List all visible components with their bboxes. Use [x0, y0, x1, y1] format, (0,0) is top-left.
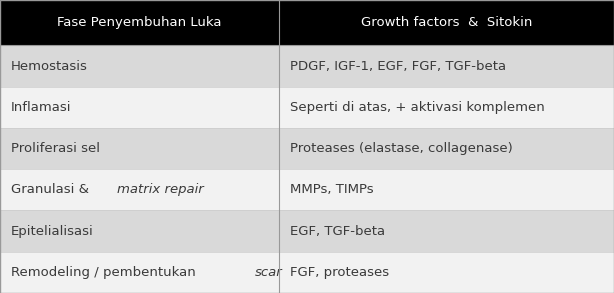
Text: FGF, proteases: FGF, proteases — [290, 266, 389, 279]
Bar — [279, 169, 614, 210]
Bar — [0, 87, 279, 128]
Text: Granulasi &: Granulasi & — [11, 183, 93, 196]
Bar — [279, 0, 614, 45]
Text: Fase Penyembuhan Luka: Fase Penyembuhan Luka — [58, 16, 222, 29]
Text: EGF, TGF-beta: EGF, TGF-beta — [290, 225, 386, 238]
Bar — [279, 210, 614, 252]
Text: matrix repair: matrix repair — [117, 183, 204, 196]
Bar — [0, 169, 279, 210]
Text: Inflamasi: Inflamasi — [11, 101, 72, 114]
Bar — [0, 252, 279, 293]
Bar — [0, 0, 279, 45]
Bar — [279, 252, 614, 293]
Text: Growth factors  &  Sitokin: Growth factors & Sitokin — [361, 16, 532, 29]
Text: scar: scar — [255, 266, 282, 279]
Text: PDGF, IGF-1, EGF, FGF, TGF-beta: PDGF, IGF-1, EGF, FGF, TGF-beta — [290, 59, 507, 73]
Bar — [0, 210, 279, 252]
Text: Remodeling / pembentukan: Remodeling / pembentukan — [11, 266, 200, 279]
Text: Proliferasi sel: Proliferasi sel — [11, 142, 100, 155]
Text: Hemostasis: Hemostasis — [11, 59, 88, 73]
Text: Proteases (elastase, collagenase): Proteases (elastase, collagenase) — [290, 142, 513, 155]
Bar — [279, 128, 614, 169]
Bar — [279, 45, 614, 87]
Bar — [0, 128, 279, 169]
Text: MMPs, TIMPs: MMPs, TIMPs — [290, 183, 374, 196]
Text: Seperti di atas, + aktivasi komplemen: Seperti di atas, + aktivasi komplemen — [290, 101, 545, 114]
Bar — [279, 87, 614, 128]
Bar — [0, 45, 279, 87]
Text: Epitelialisasi: Epitelialisasi — [11, 225, 94, 238]
